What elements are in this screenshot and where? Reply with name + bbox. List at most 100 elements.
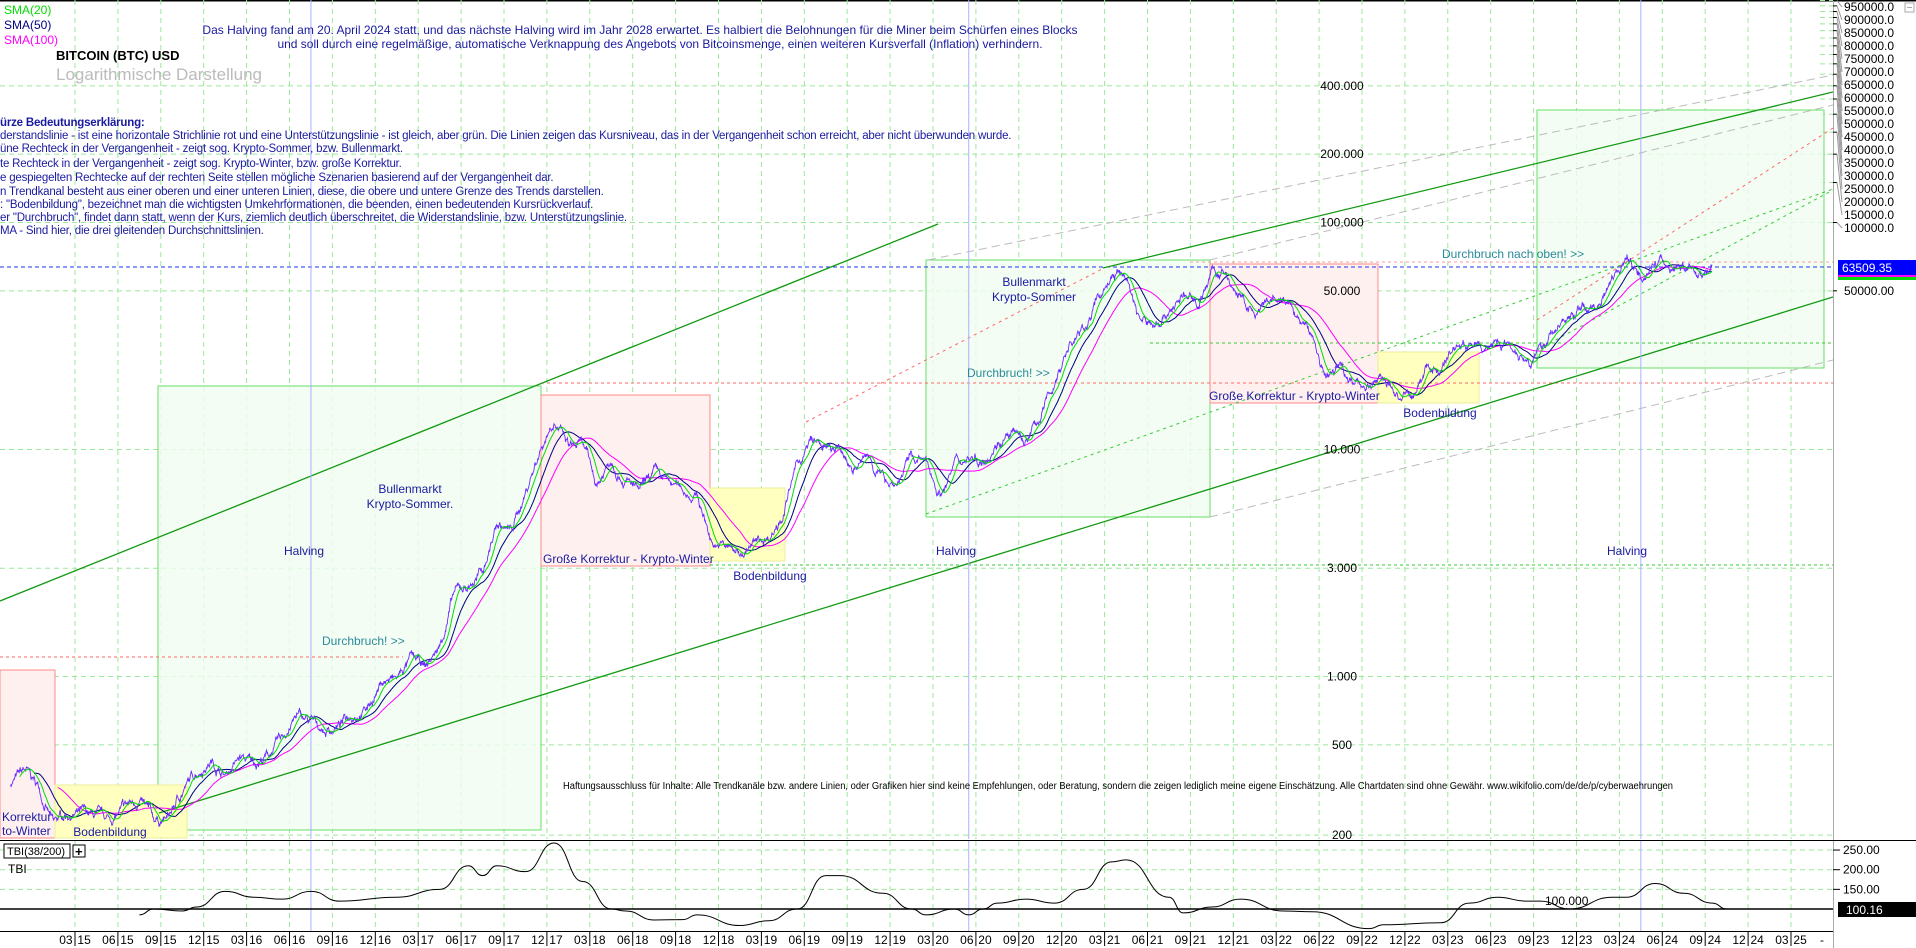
bottoming-box[interactable] xyxy=(709,487,786,562)
drawings xyxy=(0,0,1833,839)
tbi-series-label: TBI xyxy=(8,862,27,876)
bull-market-label: Bullenmarkt xyxy=(378,482,442,496)
price-axis-label: 150000.0 xyxy=(1844,208,1894,222)
price-axis-label: 300000.0 xyxy=(1844,169,1894,183)
bottoming-label: Bodenbildung xyxy=(733,569,806,583)
correction-box[interactable] xyxy=(0,669,56,839)
date-tick-label: 12 22 xyxy=(1389,933,1421,947)
date-tick-label: 12 23 xyxy=(1561,933,1593,947)
bull-market-box[interactable] xyxy=(157,385,542,831)
price-axis-label: 200000.0 xyxy=(1844,195,1894,209)
legend-line: derstandslinie - ist eine horizontale St… xyxy=(0,130,1011,142)
tbi-axis: 250.00 200.00 150.00 xyxy=(1833,843,1880,896)
plus-icon: + xyxy=(75,844,83,859)
bottoming-label: Bodenbildung xyxy=(73,825,146,839)
breakout-up-label: Durchbruch nach oben! >> xyxy=(1442,247,1584,261)
legend-heading: ürze Bedeutungserklärung: xyxy=(0,117,145,129)
price-axis[interactable]: 950000.0900000.0850000.0800000.0750000.0… xyxy=(1833,0,1894,298)
disclaimer: Haftungsausschluss für Inhalte: Alle Tre… xyxy=(563,781,1673,792)
inner-axis-label: 10.000 xyxy=(1324,443,1361,457)
projection-line[interactable] xyxy=(1209,104,1833,261)
date-tick-label: 06 18 xyxy=(617,933,649,947)
trend-channel-upper[interactable] xyxy=(1102,91,1833,269)
date-tick-label: 03 21 xyxy=(1089,933,1121,947)
date-tick-label: 03 15 xyxy=(59,933,91,947)
date-tick-label: 09 20 xyxy=(1003,933,1035,947)
projection-line[interactable] xyxy=(927,74,1833,261)
date-tick-label: 03 24 xyxy=(1604,933,1636,947)
date-tick-label: 12 24 xyxy=(1732,933,1764,947)
date-tick-label: 03 16 xyxy=(231,933,263,947)
date-tick-label: 12 21 xyxy=(1218,933,1250,947)
date-tick-label: 03 19 xyxy=(746,933,778,947)
date-tick-label: 12 17 xyxy=(531,933,563,947)
resistance-trendline[interactable] xyxy=(1536,127,1833,321)
price-label-leader xyxy=(1836,5,1843,21)
indicator-sma100[interactable]: SMA(100) xyxy=(4,33,58,47)
date-tick-label: 09 22 xyxy=(1346,933,1378,947)
inner-axis-label: 200 xyxy=(1332,828,1352,842)
price-label-leader xyxy=(1836,114,1843,177)
correction-label-left: to-Winter xyxy=(2,824,51,838)
tbi-current-badge xyxy=(1838,902,1916,917)
legend-line: e gespiegelten Rechtecke auf der rechten… xyxy=(0,172,553,184)
date-tick-label: 09 24 xyxy=(1689,933,1721,947)
price-label-leader xyxy=(1836,132,1843,190)
tbi-axis-label: 250.00 xyxy=(1843,843,1880,857)
price-label-leader xyxy=(1836,45,1843,99)
tbi-indicator-title[interactable]: TBI(38/200) xyxy=(7,846,65,858)
price-label-leader xyxy=(1836,17,1843,47)
date-tick-label: 09 23 xyxy=(1518,933,1550,947)
bull-market-label: Krypto-Sommer. xyxy=(367,497,454,511)
price-axis-label: 400000.0 xyxy=(1844,143,1894,157)
date-tick-label: 03 20 xyxy=(917,933,949,947)
add-indicator-button[interactable] xyxy=(72,844,86,858)
indicator-sma20[interactable]: SMA(20) xyxy=(4,3,51,17)
bottoming-box[interactable] xyxy=(1377,351,1480,404)
legend-box: ürze Bedeutungserklärung: derstandslinie… xyxy=(0,117,1012,237)
trend-channel-lower[interactable] xyxy=(158,296,1833,814)
date-tick-label: 09 19 xyxy=(831,933,863,947)
date-tick-label: 03 18 xyxy=(574,933,606,947)
date-tick-label: 12 19 xyxy=(874,933,906,947)
inner-axis-label: 200.000 xyxy=(1320,147,1364,161)
tbi-indicator-tag[interactable] xyxy=(3,843,71,859)
inner-axis-label: 400.000 xyxy=(1320,79,1364,93)
price-label-leader xyxy=(1836,222,1843,229)
inner-axis-labels: 400.000 200.000 100.000 50.000 10.000 3.000 1.… xyxy=(1320,79,1364,842)
price-label-leader xyxy=(1836,85,1843,151)
date-tick-label: 03 22 xyxy=(1260,933,1292,947)
price-label-leader xyxy=(1836,11,1843,34)
projection-line[interactable] xyxy=(1209,359,1833,518)
date-tick-label: 12 15 xyxy=(188,933,220,947)
date-axis[interactable]: 03 15 06 15 09 15 12 15 03 16 06 16 09 16 12 16… xyxy=(59,932,1807,947)
price-axis-label: 850000.0 xyxy=(1844,26,1894,40)
trend-channel-upper[interactable] xyxy=(0,223,939,602)
halving-label: Halving xyxy=(284,544,324,558)
indicator-sma50[interactable]: SMA(50) xyxy=(4,18,51,32)
tbi-axis-label: 150.00 xyxy=(1843,882,1880,896)
price-axis-label: 600000.0 xyxy=(1844,91,1894,105)
price-label-leader xyxy=(1836,74,1843,138)
tbi-line xyxy=(139,842,1727,930)
legend-line: er "Durchbruch", findet dann statt, wenn… xyxy=(0,212,627,224)
date-tick-label: 09 18 xyxy=(660,933,692,947)
price-label-leader xyxy=(1836,23,1843,60)
bull-market-label: Bullenmarkt xyxy=(1002,275,1066,289)
tbi-current-value: 100.16 xyxy=(1846,903,1883,917)
price-axis-label: 50000.00 xyxy=(1844,284,1894,298)
sma20-line xyxy=(19,260,1713,822)
collapse-button[interactable] xyxy=(1904,2,1915,13)
inner-axis-label: 3.000 xyxy=(1327,561,1357,575)
price-axis-label: 100000.0 xyxy=(1844,221,1894,235)
date-tick-label: 03 23 xyxy=(1432,933,1464,947)
inner-axis-label: 100.000 xyxy=(1320,216,1364,230)
date-tick-label: 06 15 xyxy=(102,933,134,947)
price-label-leader xyxy=(1836,182,1843,216)
tbi-grid xyxy=(0,841,1833,931)
date-tick-label: 09 17 xyxy=(488,933,520,947)
legend-line: : "Bodenbildung", bezeichnet man die wic… xyxy=(0,199,593,211)
price-axis-label: 800000.0 xyxy=(1844,39,1894,53)
date-axis-end-marker: - xyxy=(1820,933,1824,947)
